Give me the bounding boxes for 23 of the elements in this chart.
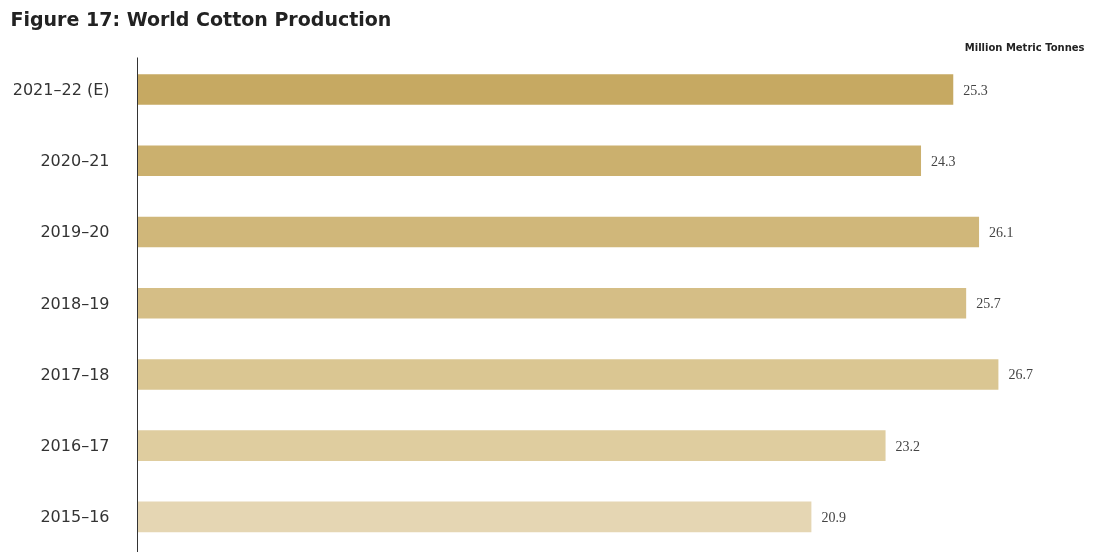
bar	[137, 430, 886, 461]
y-tick-label: 2018–19	[40, 293, 110, 313]
bar	[137, 501, 812, 533]
bar	[137, 145, 922, 177]
data-label: 25.3	[963, 82, 988, 98]
data-label: 24.3	[931, 153, 956, 169]
data-label: 26.1	[989, 225, 1014, 240]
data-label: 20.9	[821, 509, 846, 525]
y-tick-label: 2016–17	[40, 436, 110, 456]
data-label: 26.7	[1008, 367, 1033, 383]
y-tick-label: 2017–18	[40, 364, 110, 384]
y-tick-label: 2019–20	[40, 222, 110, 242]
bar	[137, 359, 999, 390]
data-label: 23.2	[895, 438, 921, 454]
bar	[137, 216, 980, 248]
y-tick-label: 2020–21	[40, 151, 110, 171]
bar	[137, 74, 954, 105]
chart-title: Figure 17: World Cotton Production	[10, 7, 392, 30]
text: Million Metric Tonnes	[964, 41, 1085, 53]
data-label: 25.7	[976, 296, 1001, 312]
y-tick-label: 2021–22 (E)	[12, 80, 110, 100]
y-tick-label: 2015–16	[40, 507, 110, 527]
bar	[137, 287, 967, 319]
